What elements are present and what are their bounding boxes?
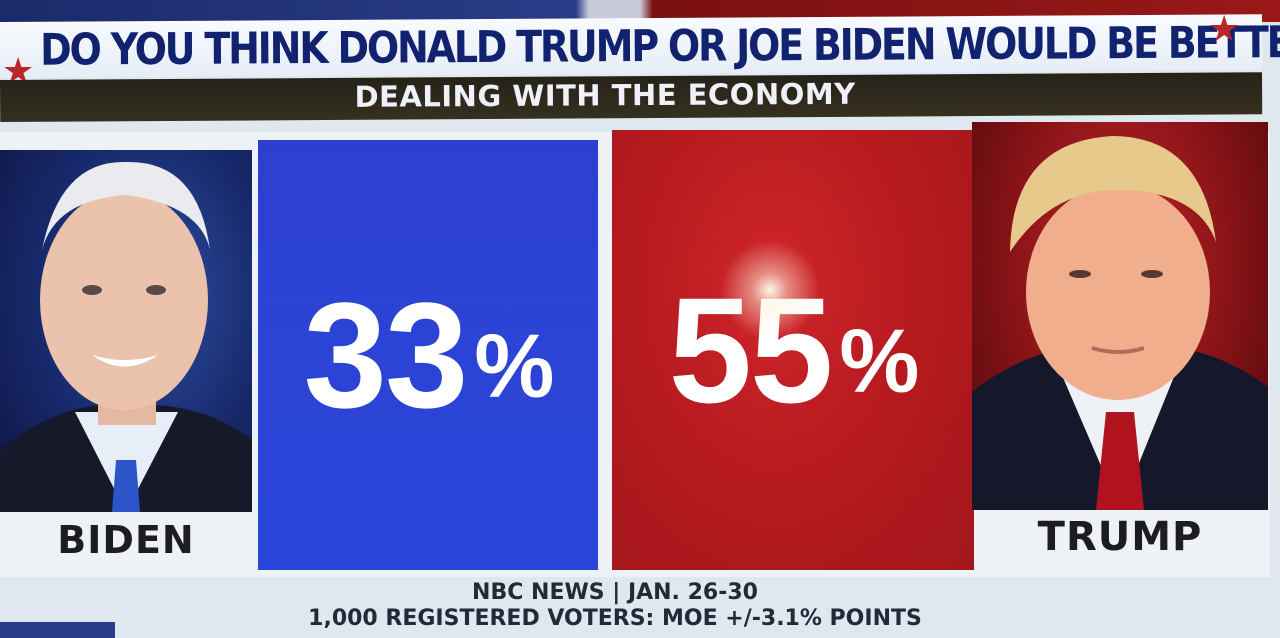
source-line-2: 1,000 REGISTERED VOTERS: MOE +/-3.1% POI… [308, 606, 922, 631]
headline: DO YOU THINK DONALD TRUMP OR JOE BIDEN W… [40, 16, 1280, 76]
subheadline: DEALING WITH THE ECONOMY [354, 76, 856, 114]
biden-percentage: 33% [303, 270, 555, 439]
biden-result-box: 33% [258, 140, 598, 570]
biden-name-label: BIDEN [57, 518, 195, 562]
trump-result-box: 55% [612, 130, 974, 570]
trump-name-label: TRUMP [1037, 514, 1203, 560]
subheadline-bar: DEALING WITH THE ECONOMY [0, 72, 1263, 122]
source-line-1: NBC NEWS | JAN. 26-30 [472, 580, 758, 605]
trump-photo [972, 122, 1268, 510]
source-footer: NBC NEWS | JAN. 26-30 1,000 REGISTERED V… [0, 580, 1230, 632]
headline-bar: DO YOU THINK DONALD TRUMP OR JOE BIDEN W… [0, 14, 1280, 78]
biden-photo [0, 150, 252, 512]
screen-glare [720, 240, 820, 340]
star-icon: ★ [1208, 9, 1241, 50]
network-logo [0, 622, 115, 638]
